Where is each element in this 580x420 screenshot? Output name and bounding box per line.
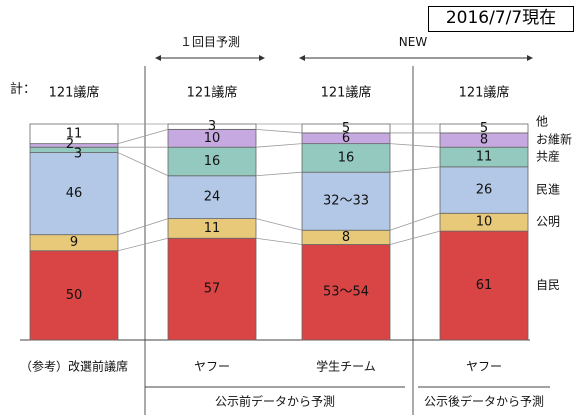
bar-segment <box>301 143 391 173</box>
bar-segment <box>439 166 529 214</box>
data-label: 11 <box>476 150 493 165</box>
data-label: 2 <box>66 137 74 152</box>
prediction-round-label: １回目予測 <box>180 35 240 49</box>
bar-segment <box>301 123 391 134</box>
legend-label: 共産 <box>536 149 560 164</box>
connector-line <box>255 143 303 148</box>
bar-segment <box>439 123 529 134</box>
bar-segment <box>167 237 257 341</box>
data-label: 16 <box>338 150 355 165</box>
prediction-round-arrow <box>155 55 265 61</box>
data-label: 61 <box>476 278 493 293</box>
bar-segment <box>29 152 119 236</box>
data-label: 3 <box>208 119 216 134</box>
bar-segment <box>301 171 391 231</box>
legend-label: 自民 <box>536 278 560 292</box>
connector-line <box>117 128 169 145</box>
data-label: 57 <box>204 282 221 297</box>
connector-line <box>117 152 169 177</box>
legend-label: 他 <box>536 115 548 129</box>
group-label-prenotice: 公示前データから予測 <box>215 394 335 409</box>
connector-line <box>255 218 303 231</box>
bar-segment <box>29 123 119 145</box>
connector-line <box>255 128 303 134</box>
data-label: 32〜33 <box>323 194 369 209</box>
data-label: 3 <box>74 146 82 161</box>
bar-segment <box>167 175 257 220</box>
category-label: ヤフー <box>466 360 502 374</box>
bar-segment <box>301 244 391 341</box>
connector-line <box>389 166 441 173</box>
data-label: 5 <box>480 121 488 136</box>
connector-line <box>389 230 441 245</box>
total-label: 121議席 <box>49 85 100 101</box>
connector-line <box>117 218 169 236</box>
total-label: 121議席 <box>459 85 510 101</box>
data-label: 10 <box>204 131 221 146</box>
bar-segment <box>167 146 257 177</box>
data-label: 11 <box>204 221 221 236</box>
bar-segment <box>167 123 257 130</box>
connector-line <box>255 237 303 245</box>
data-label: 8 <box>480 133 488 148</box>
legend-label: 公明 <box>536 215 560 229</box>
legend-label: 民進 <box>536 183 560 197</box>
data-label: 24 <box>204 190 221 205</box>
total-label: 121議席 <box>321 85 372 101</box>
total-label: 121議席 <box>187 85 238 101</box>
new-arrow <box>299 55 533 61</box>
bar-segment <box>29 250 119 341</box>
data-label: 5 <box>342 121 350 136</box>
legend-label: お維新 <box>536 132 572 147</box>
total-prefix: 計： <box>10 81 36 97</box>
bar-segment <box>439 230 529 341</box>
connector-line <box>389 143 441 148</box>
data-label: 9 <box>70 235 78 250</box>
category-label: ヤフー <box>194 360 230 374</box>
connector-line <box>389 212 441 231</box>
connector-line <box>255 171 303 177</box>
data-label: 11 <box>66 126 83 141</box>
data-label: 46 <box>66 186 83 201</box>
category-label: 学生チーム <box>316 359 376 374</box>
category-label: （参考）改選前議席 <box>20 359 128 374</box>
data-label: 53〜54 <box>323 285 369 300</box>
data-label: 6 <box>342 131 350 146</box>
new-label: NEW <box>399 35 428 49</box>
connector-line <box>117 237 169 252</box>
data-label: 8 <box>342 230 350 245</box>
data-label: 50 <box>66 288 83 303</box>
data-label: 26 <box>476 183 493 198</box>
data-label: 10 <box>476 215 493 230</box>
group-label-postnotice: 公示後データから予測 <box>424 394 544 409</box>
data-label: 16 <box>204 154 221 169</box>
date-stamp: 2016/7/7現在 <box>428 6 574 32</box>
